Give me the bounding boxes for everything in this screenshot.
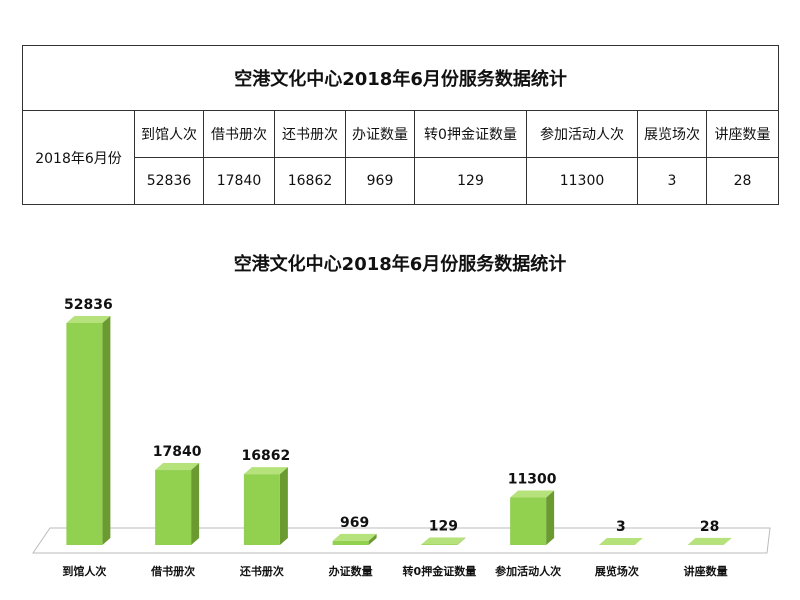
bar: [598, 537, 643, 545]
header-cell: 借书册次: [203, 110, 275, 158]
bar: [155, 463, 200, 545]
bar-top: [421, 537, 466, 545]
x-tick-label: 到馆人次: [62, 564, 106, 578]
value-cell: 129: [414, 157, 527, 205]
row-label: 2018年6月份: [22, 110, 135, 205]
value-cell: 17840: [203, 157, 275, 205]
x-tick-label: 办证数量: [329, 564, 373, 578]
bar-side: [546, 490, 555, 545]
value-label: 16862: [242, 448, 291, 464]
value-label: 28: [700, 519, 719, 535]
header-cell: 讲座数量: [705, 110, 780, 158]
bar: [687, 537, 732, 545]
value-cell: 28: [705, 157, 780, 205]
header-cell: 转0押金证数量: [414, 110, 527, 158]
chart-floor: [32, 527, 771, 554]
bar-top: [243, 467, 288, 475]
value-label: 969: [340, 515, 369, 531]
value-cell: 969: [345, 157, 415, 205]
bar-front: [66, 323, 103, 545]
bar-front: [510, 497, 547, 545]
bar: [421, 537, 466, 545]
bar: [332, 533, 377, 545]
header-cell: 参加活动人次: [526, 110, 638, 158]
x-tick-label: 参加活动人次: [495, 564, 561, 578]
bar-side: [457, 537, 466, 545]
bar-side: [102, 316, 111, 545]
bar-front: [155, 470, 192, 545]
bar-side: [368, 533, 377, 545]
value-label: 129: [429, 518, 458, 534]
value-cell: 3: [637, 157, 707, 205]
bar-front: [243, 474, 280, 545]
stats-table: 空港文化中心2018年6月份服务数据统计 2018年6月份 到馆人次 借书册次 还书册…: [21, 45, 780, 205]
value-cell: 52836: [134, 157, 204, 205]
bar: [243, 467, 288, 545]
bar: [510, 490, 555, 545]
bar-top: [687, 537, 732, 545]
x-tick-label: 借书册次: [150, 564, 195, 578]
x-tick-label: 还书册次: [239, 564, 284, 578]
x-tick-label: 转0押金证数量: [403, 564, 477, 578]
value-label: 17840: [153, 444, 202, 460]
value-cell: 11300: [526, 157, 638, 205]
bar-top: [66, 316, 111, 323]
bar-front: [332, 540, 369, 545]
value-label: 52836: [64, 297, 113, 313]
x-tick-label: 展览场次: [594, 564, 639, 578]
bar-side: [723, 537, 732, 545]
chart-title: 空港文化中心2018年6月份服务数据统计: [234, 253, 567, 275]
bar: [66, 316, 111, 545]
bar-top: [155, 463, 200, 471]
bar-top: [598, 537, 643, 545]
bar-side: [634, 537, 643, 545]
x-tick-label: 讲座数量: [684, 564, 728, 578]
value-label: 3: [616, 519, 626, 535]
bar-top: [332, 533, 377, 541]
bar-top: [510, 490, 555, 498]
bar-side: [191, 463, 200, 545]
bar-front: [421, 544, 458, 545]
bar-side: [279, 467, 288, 545]
value-label: 11300: [508, 472, 557, 488]
header-cell: 展览场次: [637, 110, 707, 158]
table-title: 空港文化中心2018年6月份服务数据统计: [21, 45, 780, 111]
